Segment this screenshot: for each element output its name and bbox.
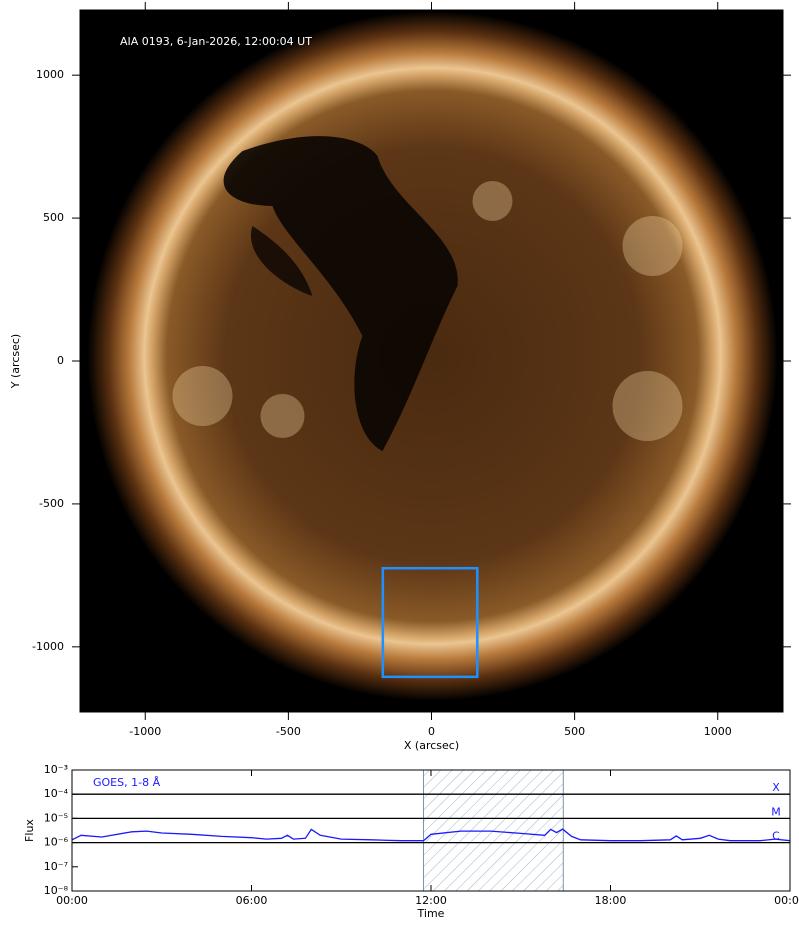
coronal-hole — [223, 136, 458, 451]
x-tick-label: 06:00 — [236, 894, 268, 907]
image-title: AIA 0193, 6-Jan-2026, 12:00:04 UT — [120, 35, 312, 48]
flare-level-label: M — [771, 805, 781, 818]
y-tick-label: 500 — [43, 211, 64, 224]
y-tick-label: 1000 — [36, 68, 64, 81]
x-tick-label: 00:00 — [56, 894, 88, 907]
y-tick-label: 10⁻⁴ — [44, 787, 69, 800]
active-region — [622, 216, 683, 276]
x-tick-label: 12:00 — [415, 894, 447, 907]
y-tick-label: 10⁻⁸ — [44, 884, 69, 897]
flare-level-label: X — [772, 781, 780, 794]
x-tick-label: 18:00 — [595, 894, 627, 907]
x-tick-label: 500 — [564, 725, 585, 738]
y-tick-label: 10⁻³ — [44, 763, 68, 776]
coronal-hole — [250, 226, 313, 296]
legend-label: GOES, 1-8 Å — [93, 776, 161, 789]
y-axis-label: Flux — [23, 819, 36, 842]
region-box — [381, 566, 479, 679]
y-tick-label: 10⁻⁶ — [44, 836, 69, 849]
solar-image — [87, 11, 778, 701]
solar-disk — [87, 11, 778, 701]
x-tick-label: 0 — [428, 725, 435, 738]
active-region — [612, 371, 683, 441]
y-tick-label: 10⁻⁵ — [44, 811, 68, 824]
flare-level-label: C — [772, 830, 780, 843]
y-tick-label: 0 — [57, 354, 64, 367]
x-tick-label: 1000 — [704, 725, 732, 738]
y-axis-label: Y (arcsec) — [9, 334, 22, 389]
x-tick-label: -500 — [276, 725, 301, 738]
active-region — [172, 366, 233, 426]
x-axis-label: X (arcsec) — [404, 739, 459, 752]
x-tick-label: -1000 — [129, 725, 161, 738]
x-axis-label: Time — [417, 907, 445, 920]
y-tick-label: -500 — [39, 497, 64, 510]
active-region — [260, 394, 305, 438]
active-region — [472, 181, 513, 221]
flux-line — [71, 828, 791, 842]
y-tick-label: -1000 — [32, 640, 64, 653]
x-tick-label: 00:00 — [774, 894, 799, 907]
y-tick-label: 10⁻⁷ — [44, 860, 68, 873]
shaded-interval — [423, 769, 564, 892]
